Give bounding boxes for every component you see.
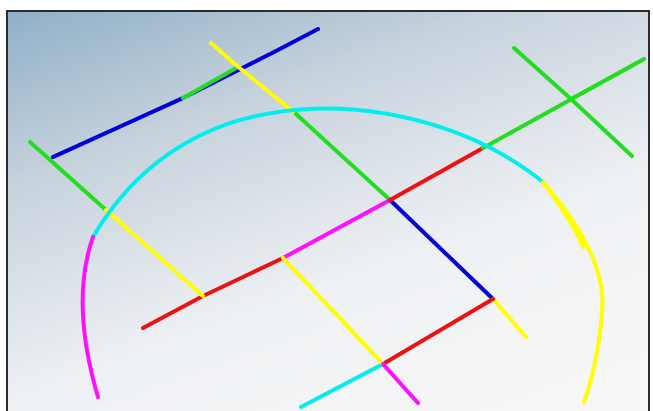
- cross-green-a: [512, 46, 634, 158]
- line-lower-yellow: [491, 297, 528, 339]
- line-right-yellow: [541, 180, 605, 404]
- line-left-green: [28, 140, 108, 212]
- line-drawing: [28, 27, 646, 409]
- arc-yellow: [541, 180, 585, 249]
- line-middle-blue: [388, 198, 495, 301]
- cross-green-b: [569, 57, 646, 101]
- line-bottom-red: [381, 297, 495, 366]
- line-bottom-magenta: [381, 362, 420, 405]
- line-middle-green: [294, 112, 392, 202]
- line-top-left-blue: [51, 27, 320, 159]
- line-top-left-green: [181, 65, 240, 100]
- arc-magenta: [80, 235, 100, 399]
- line-bottom-cyan: [299, 362, 385, 409]
- arc-cyan: [91, 106, 545, 239]
- line-diagonal-yellow: [209, 41, 298, 116]
- line-long-red-right: [388, 146, 485, 202]
- line-long-magenta: [281, 198, 392, 260]
- line-long-red-left: [141, 256, 285, 330]
- drawing-canvas: [6, 10, 650, 411]
- line-left-yellow: [104, 208, 205, 298]
- line-center-yellow: [281, 256, 385, 366]
